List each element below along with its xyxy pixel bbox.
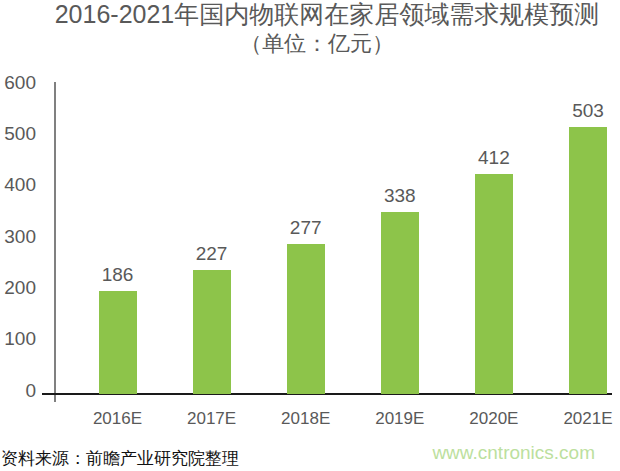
x-category-label: 2021E: [548, 409, 620, 429]
x-category-label: 2017E: [172, 409, 252, 429]
bar-2019E: [381, 212, 419, 394]
y-tick-label: 300: [0, 227, 36, 247]
bar-2017E: [193, 270, 231, 394]
y-tick-label: 200: [0, 278, 36, 298]
y-tick-label: 0: [0, 381, 36, 401]
y-axis-line: [54, 82, 56, 402]
x-category-label: 2018E: [266, 409, 346, 429]
value-label-2018E: 277: [271, 218, 341, 237]
value-label-2017E: 227: [177, 244, 247, 263]
bar-2018E: [287, 244, 325, 394]
value-label-2020E: 412: [459, 148, 529, 167]
bar-2021E: [569, 127, 607, 394]
data-source-note: 资料来源：前瞻产业研究院整理: [1, 447, 239, 470]
x-category-label: 2019E: [360, 409, 440, 429]
x-category-label: 2016E: [78, 409, 158, 429]
chart-page: 2016-2021年国内物联网在家居领域需求规模预测 （单位：亿元） 0 100 2…: [0, 0, 620, 471]
value-label-2019E: 338: [365, 186, 435, 205]
bar-2016E: [99, 291, 137, 394]
value-label-2016E: 186: [83, 265, 153, 284]
y-tick-label: 500: [0, 124, 36, 144]
chart-subtitle: （单位：亿元）: [7, 31, 620, 57]
watermark-url: www.cntronics.com: [432, 442, 595, 464]
x-category-label: 2020E: [454, 409, 534, 429]
chart-title: 2016-2021年国内物联网在家居领域需求规模预测: [17, 0, 620, 29]
bar-2020E: [475, 174, 513, 394]
y-tick-label: 100: [0, 329, 36, 349]
value-label-2021E: 503: [553, 101, 620, 120]
y-tick-label: 600: [0, 73, 36, 93]
y-tick-label: 400: [0, 175, 36, 195]
